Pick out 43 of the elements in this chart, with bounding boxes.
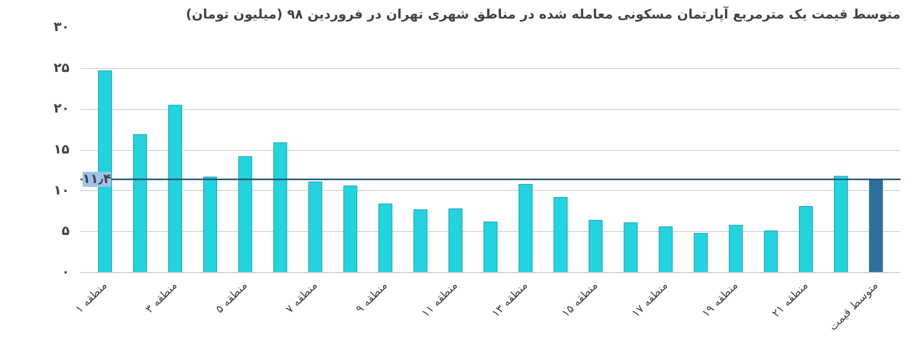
bar [624, 222, 638, 272]
bar [378, 204, 392, 272]
y-tick-label: ۲۰ [54, 102, 70, 117]
x-tick-label: منطقه ۷ [283, 278, 320, 316]
ref-line-label: ۱۱٫۴ [82, 172, 112, 187]
bar [518, 184, 532, 272]
bar [869, 179, 883, 272]
chart-title: متوسط قیمت یک مترمربع آپارتمان مسکونی معامله شده در مناطق شهری تهران در فروردین ۹۸ (میلیون تومان) [186, 6, 901, 22]
bar [728, 224, 743, 272]
bar [238, 156, 252, 272]
bar [273, 142, 288, 272]
y-tick-label: ۱۵ [54, 142, 70, 158]
bar [168, 104, 182, 272]
bar [554, 197, 568, 272]
x-tick-label: منطقه ۱۳ [489, 278, 530, 320]
y-tick-label: ۵ [62, 224, 70, 240]
x-tick-label: منطقه ۲۱ [769, 278, 811, 320]
y-tick-label: ۰ [62, 265, 70, 280]
x-tick-label: منطقه ۱۹ [699, 278, 740, 320]
bar [694, 233, 708, 272]
bar [484, 222, 498, 272]
x-tick-label: منطقه ۱ [72, 278, 110, 316]
x-tick-label: منطقه ۳ [142, 278, 180, 316]
x-tick-label: منطقه ۹ [353, 278, 390, 316]
x-tick-label: منطقه ۱۷ [629, 278, 670, 320]
y-tick-label: ۳۰ [54, 20, 70, 35]
x-tick-label: منطقه ۱۱ [419, 278, 460, 320]
bar [588, 220, 603, 272]
x-tick-label: منطقه ۱۵ [559, 278, 600, 320]
bar [798, 206, 813, 272]
bar [414, 209, 428, 272]
bar [343, 186, 358, 272]
x-tick-label: متوسط قیمت [826, 278, 881, 334]
bar [658, 226, 673, 272]
bar [203, 176, 218, 272]
bar [834, 176, 848, 272]
y-tick-label: ۱۰ [54, 183, 70, 198]
bar [764, 230, 778, 272]
bar [133, 134, 147, 272]
x-tick-label: منطقه ۵ [212, 278, 250, 316]
bar [448, 208, 462, 272]
bar [308, 182, 322, 272]
y-tick-label: ۲۵ [54, 60, 70, 76]
